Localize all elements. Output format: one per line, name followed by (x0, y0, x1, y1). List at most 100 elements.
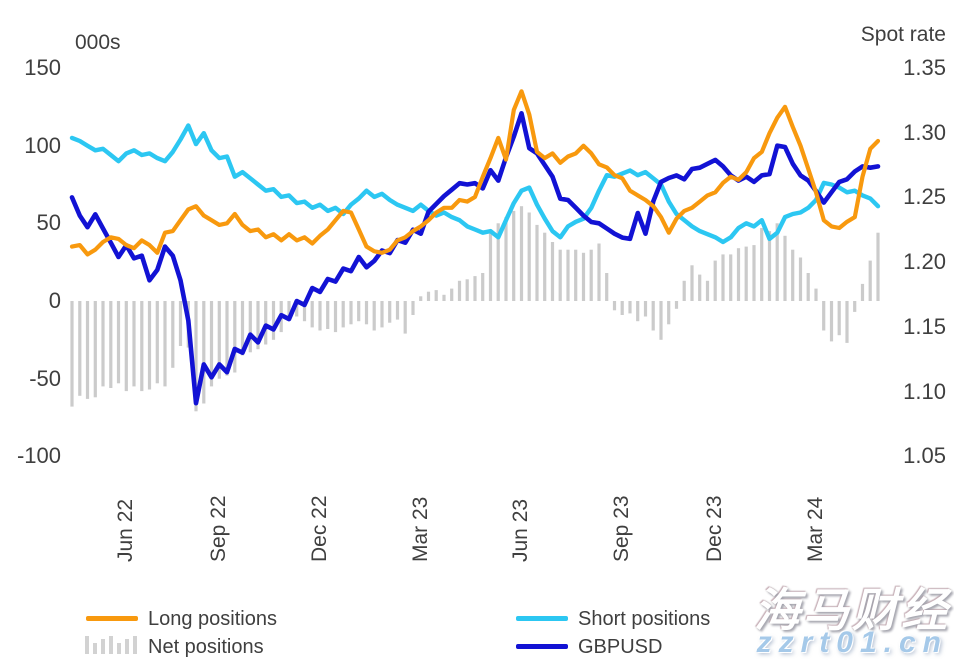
net-positions-bar (155, 301, 159, 384)
net-positions-bar (798, 257, 803, 301)
net-positions-bar (589, 249, 593, 301)
left-axis-tick-label: 150 (24, 55, 61, 80)
net-positions-bar (496, 223, 500, 301)
net-positions-bar (760, 228, 764, 301)
net-positions-bar (612, 301, 617, 311)
net-positions-bar (364, 301, 369, 325)
net-positions-bar (124, 301, 128, 392)
net-positions-bar (388, 301, 392, 323)
net-positions-bar (853, 301, 857, 312)
net-positions-bar (628, 301, 632, 314)
right-axis-title: Spot rate (860, 23, 946, 46)
net-positions-bar (178, 301, 183, 346)
net-positions-bar (512, 210, 516, 301)
right-axis-tick-label: 1.05 (903, 443, 946, 469)
net-positions-bar (341, 301, 345, 328)
gbpusd-line (69, 111, 881, 406)
net-positions-bar (233, 301, 237, 373)
x-axis-tick-label: Mar 23 (408, 496, 432, 562)
net-positions-bar (744, 246, 748, 301)
net-positions-bar (70, 301, 74, 407)
net-positions-bar (434, 290, 438, 301)
left-axis-tick-label: 0 (48, 288, 61, 313)
net-positions-bar (225, 301, 229, 376)
net-positions-bar (163, 301, 167, 387)
net-positions-bar (814, 288, 818, 301)
x-axis-tick-label: Sep 23 (610, 495, 633, 562)
net-positions-bar (806, 273, 810, 301)
net-positions-bar (581, 252, 586, 301)
net-positions-bar (729, 254, 733, 301)
net-positions-bar (349, 301, 353, 325)
net-positions-bar (116, 301, 121, 384)
net-positions-bar (674, 301, 679, 309)
net-positions-bar (140, 301, 144, 392)
net-positions-bar (465, 279, 469, 301)
x-axis-tick-label: Jun 23 (509, 498, 533, 562)
left-axis-title: 000s (75, 31, 121, 54)
net-positions-bar (256, 301, 260, 350)
right-axis-tick-label: 1.20 (903, 249, 946, 275)
net-positions-bar (147, 301, 152, 390)
legend-label-short: Short positions (578, 608, 711, 630)
left-axis-tick-label: -100 (16, 443, 61, 469)
net-positions-bar (426, 291, 431, 301)
right-axis-tick-label: 1.30 (903, 119, 946, 145)
net-positions-bar (78, 301, 82, 396)
net-positions-bar (713, 260, 717, 301)
net-positions-bar (85, 301, 90, 399)
right-axis-tick-label: 1.15 (903, 313, 946, 339)
net-positions-bar (636, 301, 640, 322)
net-positions-bar (527, 212, 531, 301)
net-positions-bar (829, 301, 834, 342)
right-axis-tick-label: 1.35 (903, 55, 946, 80)
net-positions-bar (287, 301, 291, 320)
short-positions-swatch-icon (516, 616, 568, 621)
short-positions-line (69, 123, 881, 245)
net-positions-bar (690, 265, 694, 301)
net-positions-bar (558, 249, 562, 301)
net-positions-bar (101, 301, 105, 387)
legend-label-gbpusd: GBPUSD (578, 636, 663, 658)
net-positions-bar (93, 301, 97, 398)
right-axis-tick-label: 1.10 (903, 378, 946, 404)
left-axis-tick-label: 100 (24, 132, 61, 158)
net-positions-bar (457, 280, 462, 301)
x-axis-tick-label: Dec 23 (703, 495, 726, 562)
watermark-brand-text: 海马财经 (754, 584, 950, 636)
net-positions-bar (519, 206, 524, 301)
net-positions-bar (535, 224, 539, 301)
net-positions-bar (504, 217, 508, 301)
net-positions-swatch-icon (85, 636, 137, 654)
net-positions-bar (837, 301, 841, 336)
x-axis-tick-label: Sep 22 (207, 495, 230, 562)
net-positions-bar (752, 245, 756, 301)
watermark-url-text: zzrt01.cn (756, 626, 948, 659)
left-axis-tick-label: -50 (29, 365, 61, 391)
left-axis-tick-label: 50 (36, 210, 61, 236)
net-positions-bar (248, 301, 252, 353)
net-positions-bar (473, 276, 477, 301)
net-positions-bar (310, 301, 314, 328)
net-positions-bar (271, 301, 276, 340)
net-positions-bar (194, 301, 198, 412)
legend-label-long: Long positions (148, 608, 277, 630)
net-positions-bar (651, 301, 655, 331)
net-positions-bar (357, 301, 361, 322)
net-positions-bar (240, 301, 245, 356)
long-positions-line (69, 89, 881, 257)
net-positions-bar (597, 243, 601, 301)
x-axis-tick-label: Jun 22 (114, 498, 137, 562)
net-positions-bar (667, 301, 671, 325)
net-positions-bar (682, 280, 686, 301)
net-positions-bar (620, 301, 624, 315)
gbpusd-swatch-icon (516, 644, 568, 649)
net-positions-bar (574, 249, 578, 301)
net-positions-bar (264, 301, 268, 345)
net-positions-bar (450, 288, 454, 301)
net-positions-bar (209, 301, 214, 387)
net-positions-bar (698, 274, 702, 301)
net-positions-bar (868, 260, 872, 301)
